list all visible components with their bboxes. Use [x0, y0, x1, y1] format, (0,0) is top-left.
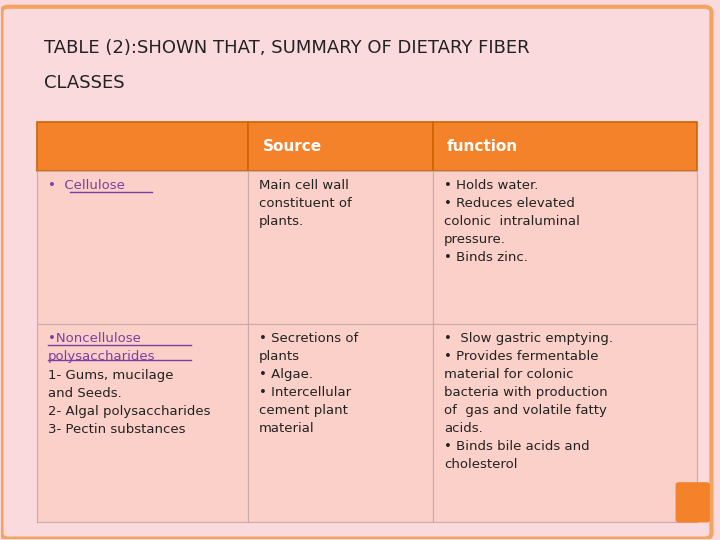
Text: •  Slow gastric emptying.
• Provides fermentable
material for colonic
bacteria w: • Slow gastric emptying. • Provides ferm… [444, 332, 613, 471]
Text: TABLE (2):SHOWN THAT, SUMMARY OF DIETARY FIBER: TABLE (2):SHOWN THAT, SUMMARY OF DIETARY… [45, 39, 530, 57]
Text: • Secretions of
plants
• Algae.
• Intercellular
cement plant
material: • Secretions of plants • Algae. • Interc… [259, 332, 359, 435]
Text: CLASSES: CLASSES [45, 74, 125, 92]
Text: •Noncellulose
polysaccharides: •Noncellulose polysaccharides [48, 332, 156, 363]
Text: • Holds water.
• Reduces elevated
colonic  intraluminal
pressure.
• Binds zinc.: • Holds water. • Reduces elevated coloni… [444, 179, 580, 264]
Bar [433, 323, 697, 523]
Bar [433, 171, 697, 323]
Text: •  Cellulose: • Cellulose [48, 179, 125, 192]
Bar [248, 171, 433, 323]
FancyBboxPatch shape [1, 7, 711, 538]
Bar [433, 122, 697, 171]
Text: function: function [446, 139, 518, 154]
Bar [248, 122, 433, 171]
Bar [37, 323, 248, 523]
Text: 1- Gums, mucilage
and Seeds.
2- Algal polysaccharides
3- Pectin substances: 1- Gums, mucilage and Seeds. 2- Algal po… [48, 369, 210, 436]
Bar [37, 122, 248, 171]
Bar [248, 323, 433, 523]
FancyBboxPatch shape [675, 482, 710, 523]
Bar [37, 171, 248, 323]
Text: Main cell wall
constituent of
plants.: Main cell wall constituent of plants. [259, 179, 352, 228]
Text: Source: Source [264, 139, 323, 154]
